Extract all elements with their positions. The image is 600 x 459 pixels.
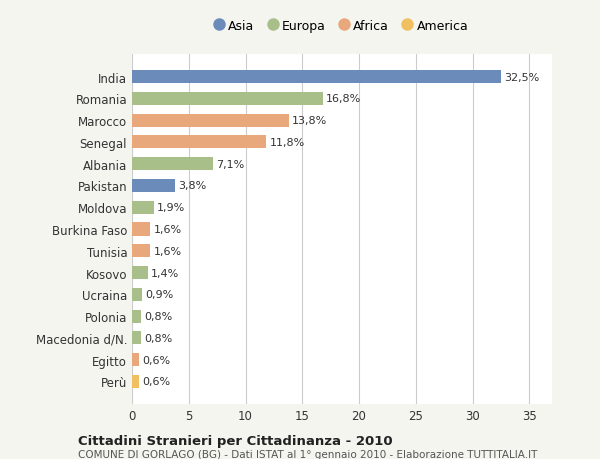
Text: 1,6%: 1,6% [154, 224, 182, 235]
Bar [132, 158, 212, 171]
Text: 7,1%: 7,1% [216, 159, 244, 169]
Bar [132, 201, 154, 214]
Text: 3,8%: 3,8% [179, 181, 207, 191]
Text: 0,6%: 0,6% [142, 376, 170, 386]
Text: 32,5%: 32,5% [505, 73, 539, 83]
Text: COMUNE DI GORLAGO (BG) - Dati ISTAT al 1° gennaio 2010 - Elaborazione TUTTITALIA: COMUNE DI GORLAGO (BG) - Dati ISTAT al 1… [78, 449, 538, 459]
Bar [132, 288, 142, 301]
Bar [132, 375, 139, 388]
Bar [132, 93, 323, 106]
Text: 0,8%: 0,8% [145, 311, 173, 321]
Bar [132, 223, 150, 236]
Legend: Asia, Europa, Africa, America: Asia, Europa, Africa, America [212, 16, 472, 36]
Text: 1,4%: 1,4% [151, 268, 179, 278]
Text: 13,8%: 13,8% [292, 116, 328, 126]
Text: 0,6%: 0,6% [142, 355, 170, 365]
Text: 1,6%: 1,6% [154, 246, 182, 256]
Text: Cittadini Stranieri per Cittadinanza - 2010: Cittadini Stranieri per Cittadinanza - 2… [78, 434, 392, 447]
Text: 0,9%: 0,9% [146, 290, 174, 300]
Bar [132, 136, 266, 149]
Bar [132, 114, 289, 128]
Text: 0,8%: 0,8% [145, 333, 173, 343]
Bar [132, 245, 150, 258]
Bar [132, 331, 141, 345]
Bar [132, 310, 141, 323]
Bar [132, 353, 139, 366]
Bar [132, 71, 501, 84]
Text: 16,8%: 16,8% [326, 94, 361, 104]
Bar [132, 266, 148, 280]
Text: 11,8%: 11,8% [269, 138, 305, 148]
Text: 1,9%: 1,9% [157, 203, 185, 213]
Bar [132, 179, 175, 193]
